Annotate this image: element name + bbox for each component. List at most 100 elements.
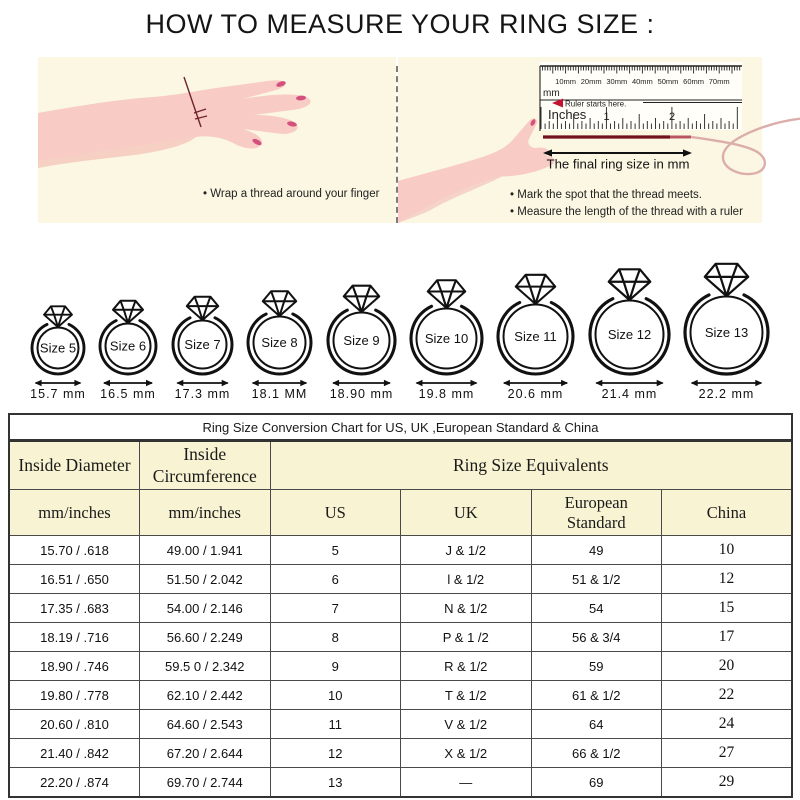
table-cell: 12: [269, 738, 401, 768]
table-cell: 10: [269, 680, 401, 710]
thread-wrap: [193, 108, 208, 120]
measure-thread-panel: 10mm 20mm 30mm 40mm 50mm 60mm 70mm mm Ruler star…: [398, 57, 800, 223]
ring-size-gallery: Size 5 15.7 mm Size 6 16.5 mm Size 7 17.…: [0, 246, 800, 402]
fingernail: [530, 119, 536, 126]
table-cell: 10: [661, 535, 793, 565]
col-header-inside-circumference: Inside Circumference: [139, 440, 271, 490]
table-cell: 16.51 / .650: [8, 564, 140, 594]
diamond-facets: [262, 290, 297, 317]
mm-tick-label: 50mm: [658, 77, 679, 86]
table-cell: 64: [530, 709, 662, 739]
table-cell: 54: [530, 593, 662, 623]
table-cell: 19.80 / .778: [8, 680, 140, 710]
ring-illustration: Size 9 18.90 mm: [325, 284, 397, 401]
diamond-facets: [704, 263, 749, 297]
fingernail: [287, 121, 297, 127]
table-cell: T & 1/2: [400, 680, 532, 710]
inches-label: Inches: [548, 107, 587, 122]
arrowhead-right: [221, 379, 229, 387]
arrowhead-left: [34, 379, 42, 387]
ring-outer-band: [325, 308, 397, 376]
arrowhead-left: [543, 149, 552, 157]
conversion-table: Ring Size Conversion Chart for US, UK ,E…: [8, 413, 793, 798]
final-ring-size-label: The final ring size in mm: [547, 157, 690, 172]
ring-outer-band: [98, 319, 158, 376]
panel-divider: [396, 66, 398, 223]
arrowhead-left: [103, 379, 111, 387]
ring-size-label: Size 7: [184, 337, 220, 352]
fingernail: [252, 138, 262, 146]
ring-illustration: Size 12 21.4 mm: [588, 268, 671, 401]
col-header-inside-diameter: Inside Diameter: [8, 440, 140, 490]
arrowhead-right: [300, 379, 308, 387]
page-title: HOW TO MEASURE YOUR RING SIZE :: [145, 9, 655, 39]
arrowhead-left: [176, 379, 184, 387]
table-cell: 69.70 / 2.744: [139, 767, 271, 798]
mm-tick-label: 30mm: [606, 77, 627, 86]
mm-tick-label: 40mm: [632, 77, 653, 86]
table-cell: 18.90 / .746: [8, 651, 140, 681]
hand-shading: [38, 137, 196, 168]
diamond-facets: [516, 274, 556, 305]
arrowhead-left: [331, 379, 339, 387]
diamond-facets: [608, 268, 650, 301]
sub-header: US: [269, 489, 401, 536]
ring-size-label: Size 11: [515, 329, 557, 344]
mm-tick-label: 20mm: [581, 77, 602, 86]
ruler-start-marker: [552, 98, 563, 108]
table-cell: 54.00 / 2.146: [139, 593, 271, 623]
inch-ticks: [540, 107, 738, 129]
table-cell: 56 & 3/4: [530, 622, 662, 652]
table-cell: 22: [661, 680, 793, 710]
ring-diameter-label: 18.90 mm: [329, 387, 393, 401]
sub-header: mm/inches: [139, 489, 271, 536]
ring-size-label: Size 5: [40, 341, 76, 356]
sub-header: UK: [400, 489, 532, 536]
pointing-hand-silhouette: [398, 118, 555, 223]
arrowhead-left: [251, 379, 259, 387]
mm-tick-label: 70mm: [709, 77, 730, 86]
table-cell: 13: [269, 767, 401, 798]
diamond-icon: [43, 305, 73, 328]
diamond-facets: [44, 305, 72, 328]
sub-header: mm/inches: [8, 489, 140, 536]
diamond-icon: [342, 284, 380, 314]
sub-header: China: [661, 489, 793, 536]
table-cell: l & 1/2: [400, 564, 532, 594]
instruction-bullet: Mark the spot that the thread meets.: [510, 187, 743, 204]
table-cell: 20.60 / .810: [8, 709, 140, 739]
arrowhead-left: [503, 379, 511, 387]
table-cell: 15: [661, 593, 793, 623]
table-row: 16.51 / .650 51.50 / 2.042 6 l & 1/2 51 & 1/…: [8, 564, 793, 594]
table-cell: 21.40 / .842: [8, 738, 140, 768]
right-instructions: Mark the spot that the thread meets.Meas…: [510, 187, 743, 220]
table-cell: 59.5 0 / 2.342: [139, 651, 271, 681]
table-cell: X & 1/2: [400, 738, 532, 768]
table-row: 21.40 / .842 67.20 / 2.644 12 X & 1/2 66 & 1…: [8, 738, 793, 768]
table-cell: N & 1/2: [400, 593, 532, 623]
ring-diameter-label: 15.7 mm: [30, 387, 86, 401]
table-cell: 29: [661, 767, 793, 798]
ring-outer-band: [588, 297, 671, 376]
arrowhead-left: [690, 379, 698, 387]
left-instructions: Wrap a thread around your finger: [203, 186, 379, 203]
table-cell: 56.60 / 2.249: [139, 622, 271, 652]
ring-illustration: Size 6 16.5 mm: [98, 299, 158, 401]
ring-diameter-label: 22.2 mm: [699, 387, 755, 401]
instruction-bullet: Wrap a thread around your finger: [203, 186, 379, 203]
table-cell: 11: [269, 709, 401, 739]
table-cell: 20: [661, 651, 793, 681]
ring-size-label: Size 9: [343, 333, 379, 348]
table-cell: 69: [530, 767, 662, 798]
table-cell: 22.20 / .874: [8, 767, 140, 798]
ring-diameter-label: 19.8 mm: [419, 387, 475, 401]
ring-size-label: Size 6: [110, 339, 146, 354]
arrowhead-right: [755, 379, 763, 387]
table-cell: 51.50 / 2.042: [139, 564, 271, 594]
table-row: 20.60 / .810 64.60 / 2.543 11 V & 1/2 64 24: [8, 709, 793, 739]
table-cell: 15.70 / .618: [8, 535, 140, 565]
ring-illustration: Size 10 19.8 mm: [409, 279, 484, 401]
diamond-icon: [426, 279, 467, 310]
ring-illustration: Size 8 18.1 MM: [246, 290, 313, 401]
arrowhead-left: [594, 379, 602, 387]
